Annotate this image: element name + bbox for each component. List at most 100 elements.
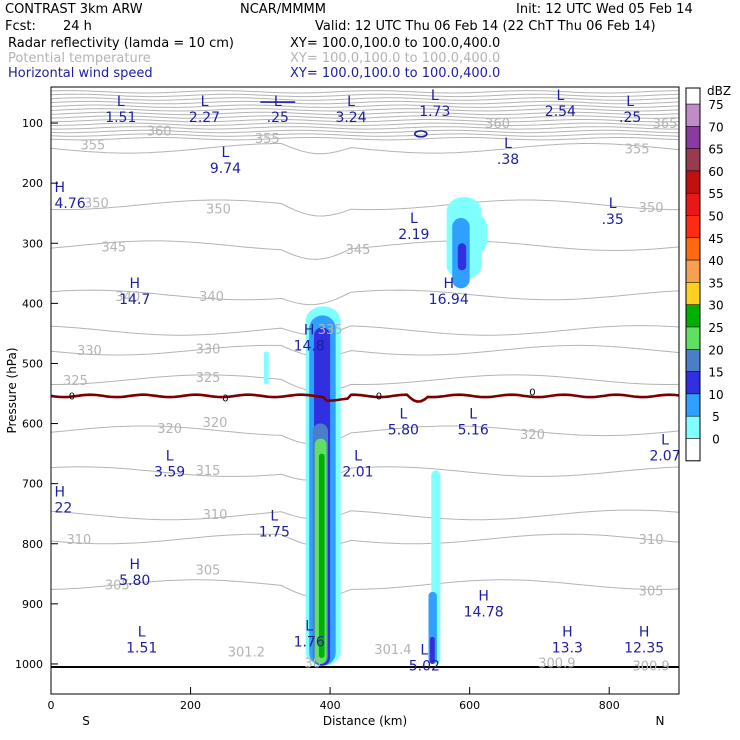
wind-high-marker: H: [54, 485, 65, 501]
x-tick-label: 400: [320, 699, 341, 712]
theta-line-upper: [51, 129, 679, 134]
colorbar-label: 10: [708, 388, 723, 402]
theta-label: 355: [80, 138, 105, 153]
theta-line-upper: [51, 115, 679, 119]
colorbar-top-cap: [685, 87, 701, 105]
colorbar-swatch: [685, 393, 701, 417]
init-time: Init: 12 UTC Wed 05 Feb 14: [516, 2, 693, 17]
theta-label: 301.2: [228, 646, 265, 661]
colorbar-swatch: [685, 103, 701, 127]
field-reflectivity-xy: XY= 100.0,100.0 to 100.0,400.0: [290, 36, 501, 51]
wind-extremum-value: .35: [602, 212, 624, 228]
colorbar-label: 75: [708, 98, 723, 112]
colorbar-label: 70: [708, 120, 723, 134]
wind-low-marker: L: [661, 432, 669, 448]
field-reflectivity: Radar reflectivity (lamda = 10 cm): [8, 36, 234, 51]
wind-high-marker: H: [478, 589, 489, 605]
freezing-label: 0: [222, 393, 228, 404]
wind-extremum-value: 2.54: [545, 104, 576, 120]
potential-temperature-contours: [51, 90, 679, 598]
colorbar-swatch: [685, 438, 701, 462]
valid-time: Valid: 12 UTC Thu 06 Feb 14 (22 ChT Thu …: [315, 19, 656, 34]
wind-low-marker: L: [347, 94, 355, 110]
theta-label: 355: [625, 143, 650, 158]
wind-extremum-value: 2.19: [398, 227, 429, 243]
wind-extremum-value: 16.94: [429, 292, 469, 308]
theta-label: 305: [105, 578, 130, 593]
wind-low-marker: L: [222, 145, 230, 161]
colorbar-label: 50: [708, 210, 723, 224]
x-axis-title: Distance (km): [323, 714, 407, 728]
y-tick-label: 500: [22, 357, 43, 370]
colorbar-label: 40: [708, 254, 723, 268]
wind-high-marker: H: [443, 276, 454, 292]
theta-line-upper: [51, 126, 679, 130]
model-title: CONTRAST 3km ARW: [5, 2, 143, 17]
field-theta-xy: XY= 100.0,100.0 to 100.0,400.0: [290, 51, 501, 66]
y-tick-label: 900: [22, 598, 43, 611]
wind-extremum-value: 3.24: [335, 110, 366, 126]
wind-high-marker: H: [639, 625, 650, 641]
theta-label: 340: [115, 290, 140, 305]
wind-extremum-value: .25: [267, 110, 289, 126]
colorbar-swatch: [685, 126, 701, 149]
theta-line: [51, 579, 679, 598]
wind-speed-contours: [51, 101, 679, 668]
theta-label: 350: [206, 203, 231, 218]
theta-line-upper: [51, 137, 679, 141]
colorbar-swatch: [685, 415, 701, 439]
theta-line-upper: [51, 104, 679, 108]
y-tick-label: 400: [22, 297, 43, 310]
y-tick-label: 1000: [15, 658, 43, 671]
theta-label: 365: [653, 117, 678, 132]
y-tick-label: 200: [22, 177, 43, 190]
colorbar-swatch: [685, 215, 701, 239]
theta-label: 310: [639, 533, 664, 548]
theta-label: 330: [196, 343, 221, 358]
colorbar-unit: dBZ: [707, 84, 731, 98]
wind-extremum-value: 2.07: [649, 448, 680, 464]
wind-extremum-value: 13.3: [552, 641, 583, 657]
theta-line: [51, 374, 679, 393]
freezing-label: 0: [69, 392, 75, 403]
colorbar-label: 30: [708, 299, 723, 313]
wind-high-marker: H: [129, 276, 140, 292]
theta-label: 300.9: [632, 659, 669, 674]
colorbar-swatch: [685, 259, 701, 283]
wind-extremum-value: 1.73: [419, 104, 450, 120]
theta-line-upper: [51, 90, 679, 94]
wind-extremum-value: 5.80: [119, 573, 150, 589]
theta-line: [51, 425, 679, 445]
reflectivity-fill: [263, 196, 488, 666]
wind-extremum-value: 1.76: [294, 635, 325, 651]
theta-label: 345: [101, 241, 126, 256]
theta-line-upper: [51, 97, 679, 101]
colorbar-label: 65: [708, 143, 723, 157]
x-tick-label: 200: [180, 699, 201, 712]
colorbar-swatch: [685, 148, 701, 172]
refl-15-shallow: [429, 636, 435, 664]
colorbar-frame: [685, 87, 701, 462]
colorbar-label: 45: [708, 232, 723, 246]
y-tick-label: 700: [22, 478, 43, 491]
north-label: N: [656, 714, 665, 728]
wind-low-marker: L: [626, 94, 634, 110]
refl-5-left: [263, 351, 269, 385]
theta-line-upper: [51, 100, 679, 105]
theta-label: 301.4: [374, 643, 411, 658]
colorbar-swatch: [685, 349, 701, 372]
wind-extremum-value: 14.78: [464, 605, 504, 621]
wind-low-marker: L: [354, 449, 362, 465]
wind-high-marker: H: [562, 625, 573, 641]
theta-label: 350: [84, 197, 109, 212]
colorbar-label: 25: [708, 321, 723, 335]
y-axis-title: Pressure (hPa): [5, 347, 19, 433]
colorbar-swatch: [685, 304, 701, 328]
forecast-hour: 24 h: [63, 19, 92, 34]
forecast-label: Fcst:: [5, 19, 36, 34]
theta-line: [51, 466, 679, 481]
wind-low-marker: L: [556, 88, 564, 104]
theta-line-upper: [51, 108, 679, 112]
colorbar-swatch: [685, 192, 701, 216]
